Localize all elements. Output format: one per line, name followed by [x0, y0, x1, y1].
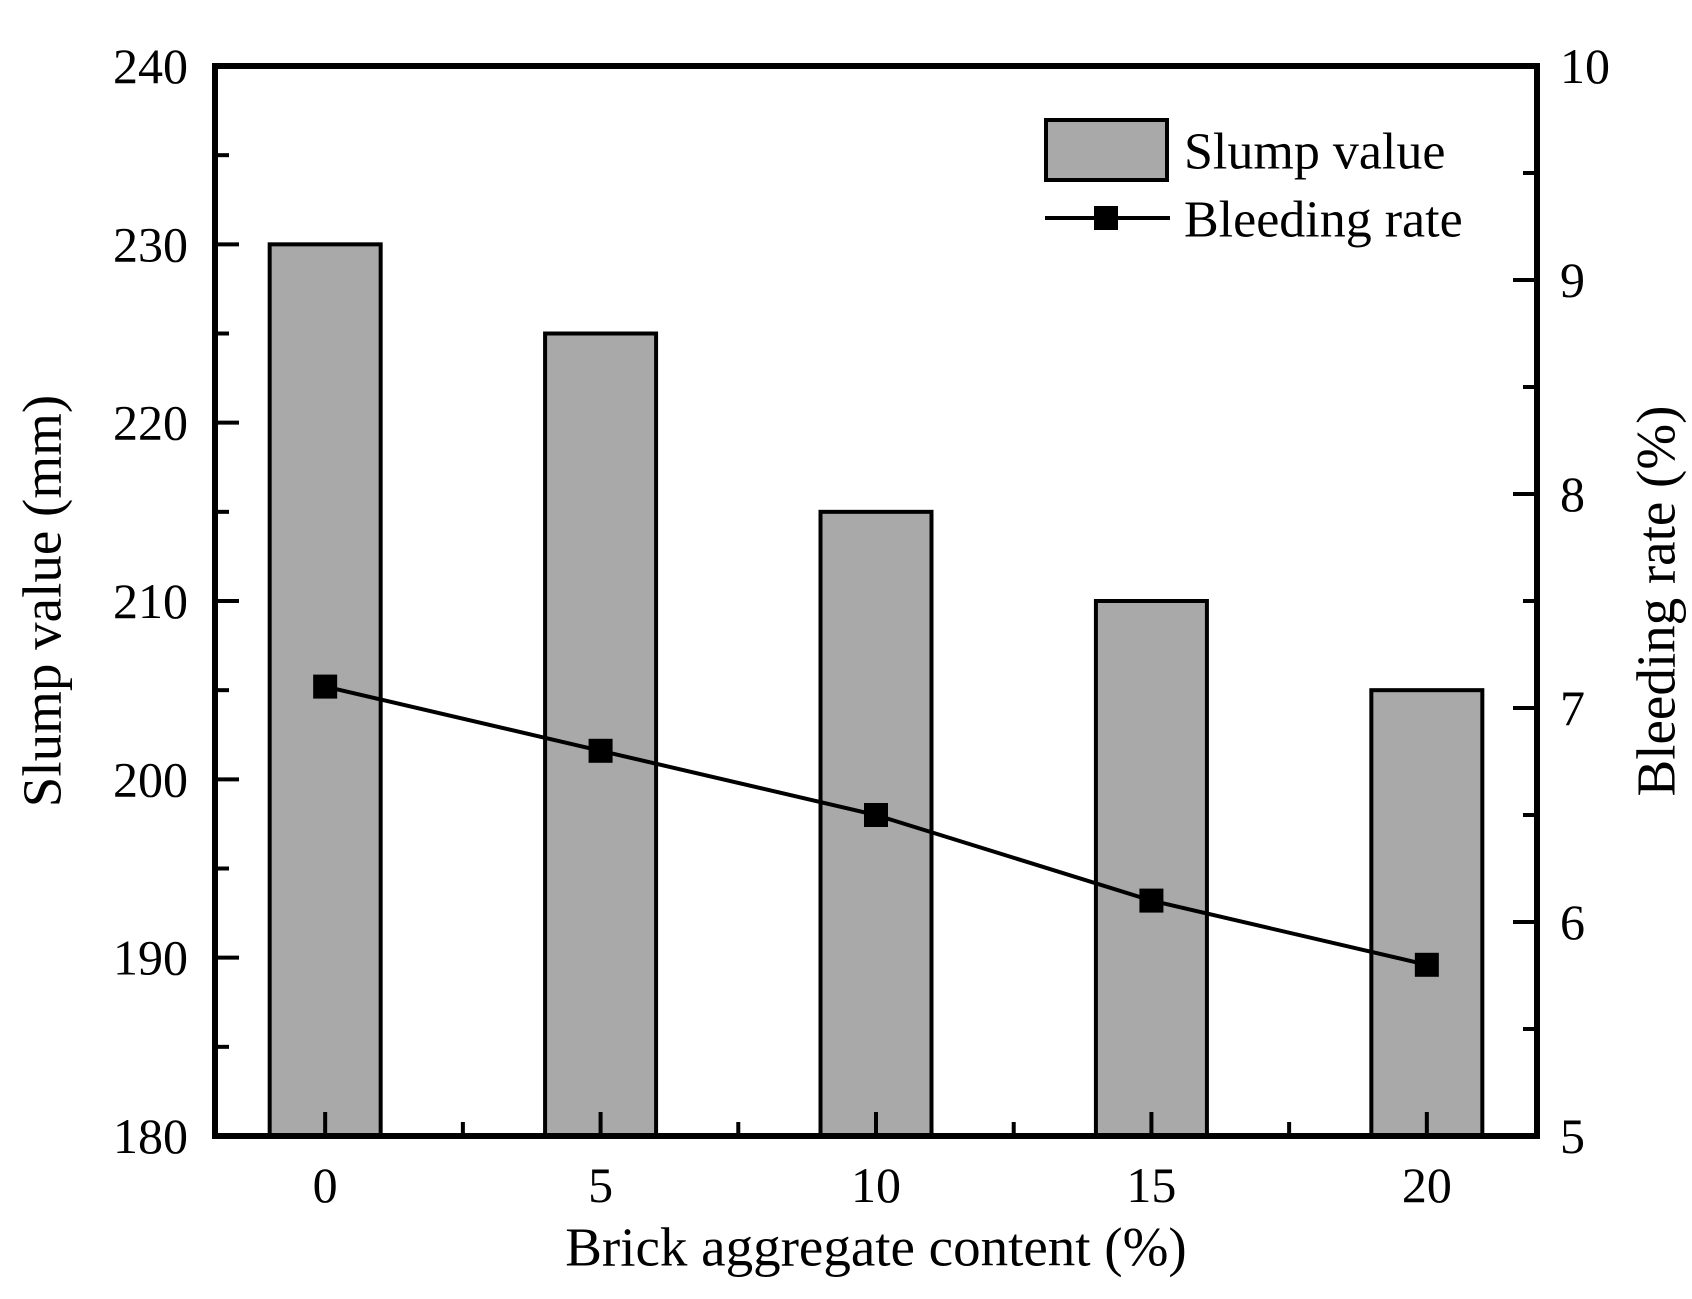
legend-bar-swatch	[1044, 118, 1169, 182]
bar-slump-15	[1093, 599, 1209, 1138]
bar-slump-5	[543, 331, 659, 1138]
y-left-tick-label: 230	[113, 216, 188, 272]
x-tick-label: 15	[1126, 1157, 1176, 1213]
slump-value-bar-series	[267, 242, 1485, 1139]
y-right-tick-label: 9	[1560, 252, 1585, 308]
y-right-tick-label: 8	[1560, 466, 1585, 522]
legend-label-bleeding-rate: Bleeding rate	[1184, 192, 1463, 249]
y-left-tick-label: 220	[113, 395, 188, 451]
bleeding-rate-marker-20	[1414, 952, 1439, 977]
legend: Slump value Bleeding rate	[1044, 118, 1463, 249]
legend-label-slump-value: Slump value	[1184, 124, 1445, 181]
bleeding-rate-marker-5	[588, 738, 613, 763]
y-left-tick-label: 210	[113, 573, 188, 629]
bleeding-rate-marker-15	[1139, 888, 1164, 913]
y-right-tick-label: 7	[1560, 680, 1585, 736]
bar-slump-20	[1369, 688, 1485, 1139]
axis-tick-labels: 180 190 200 210 220 230 240 5 6 7 8 9 10 0 5 10 15 20	[113, 38, 1610, 1213]
y-left-tick-label: 200	[113, 751, 188, 807]
y-left-axis-title: Slump value (mm)	[12, 395, 73, 807]
y-left-tick-label: 190	[113, 930, 188, 986]
x-tick-label: 20	[1402, 1157, 1452, 1213]
plot-border	[212, 63, 1540, 1139]
bleeding-rate-line-series	[313, 674, 1439, 977]
axis-ticks	[217, 64, 1535, 1138]
y-right-tick-label: 6	[1560, 894, 1585, 950]
x-axis-title: Brick aggregate content (%)	[565, 1217, 1187, 1278]
x-tick-label: 0	[313, 1157, 338, 1213]
y-right-tick-label: 10	[1560, 38, 1610, 94]
legend-square-marker	[1094, 206, 1118, 230]
y-right-axis-title: Bleeding rate (%)	[1626, 406, 1687, 797]
y-left-tick-label: 180	[113, 1108, 188, 1164]
y-left-tick-label: 240	[113, 38, 188, 94]
y-right-tick-label: 5	[1560, 1108, 1585, 1164]
bleeding-rate-marker-0	[313, 674, 338, 699]
x-tick-label: 5	[588, 1157, 613, 1213]
bleeding-rate-marker-10	[864, 803, 888, 827]
x-tick-label: 10	[851, 1157, 901, 1213]
